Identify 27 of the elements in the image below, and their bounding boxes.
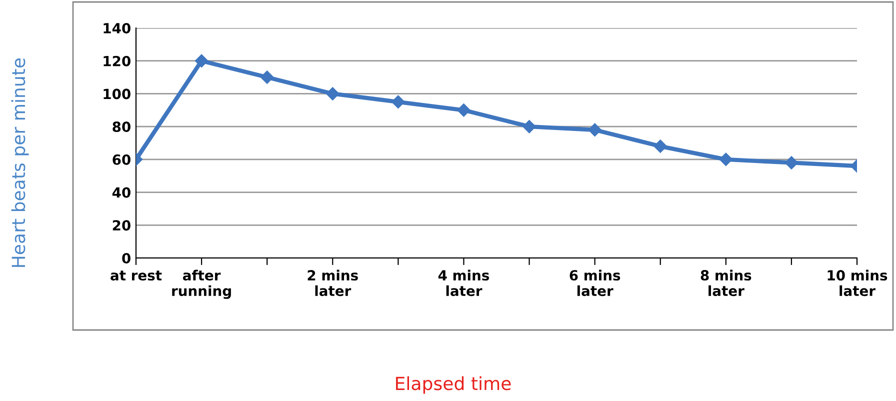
y-tick-label: 60 <box>112 154 130 165</box>
x-tick-label: after running <box>172 270 231 299</box>
point <box>522 120 536 134</box>
x-tick-label: 2 mins later <box>308 270 358 296</box>
x-tick-label: 10 mins later <box>828 270 888 296</box>
y-tick-label: 120 <box>104 56 130 66</box>
point <box>784 156 798 170</box>
x-tick-label: 6 mins later <box>570 270 620 296</box>
y-tick-label: 100 <box>104 88 130 100</box>
x-axis-title: Elapsed time <box>396 376 511 394</box>
point <box>654 140 667 153</box>
point <box>326 87 340 100</box>
point <box>719 152 732 166</box>
point <box>392 95 405 109</box>
point <box>260 70 274 84</box>
y-tick-label: 80 <box>112 122 130 132</box>
x-tick-label: at rest <box>110 270 162 281</box>
y-axis-title: Heart beats per minute <box>11 58 29 267</box>
x-tick-label: 8 mins later <box>700 270 752 296</box>
y-tick-label: 140 <box>104 22 130 34</box>
point <box>457 104 470 117</box>
y-tick-label: 0 <box>122 252 130 264</box>
y-tick-label: 20 <box>112 220 130 231</box>
point <box>194 54 208 68</box>
y-tick-label: 40 <box>112 187 130 198</box>
x-tick-label: 4 mins later <box>438 270 490 296</box>
point <box>588 123 602 136</box>
